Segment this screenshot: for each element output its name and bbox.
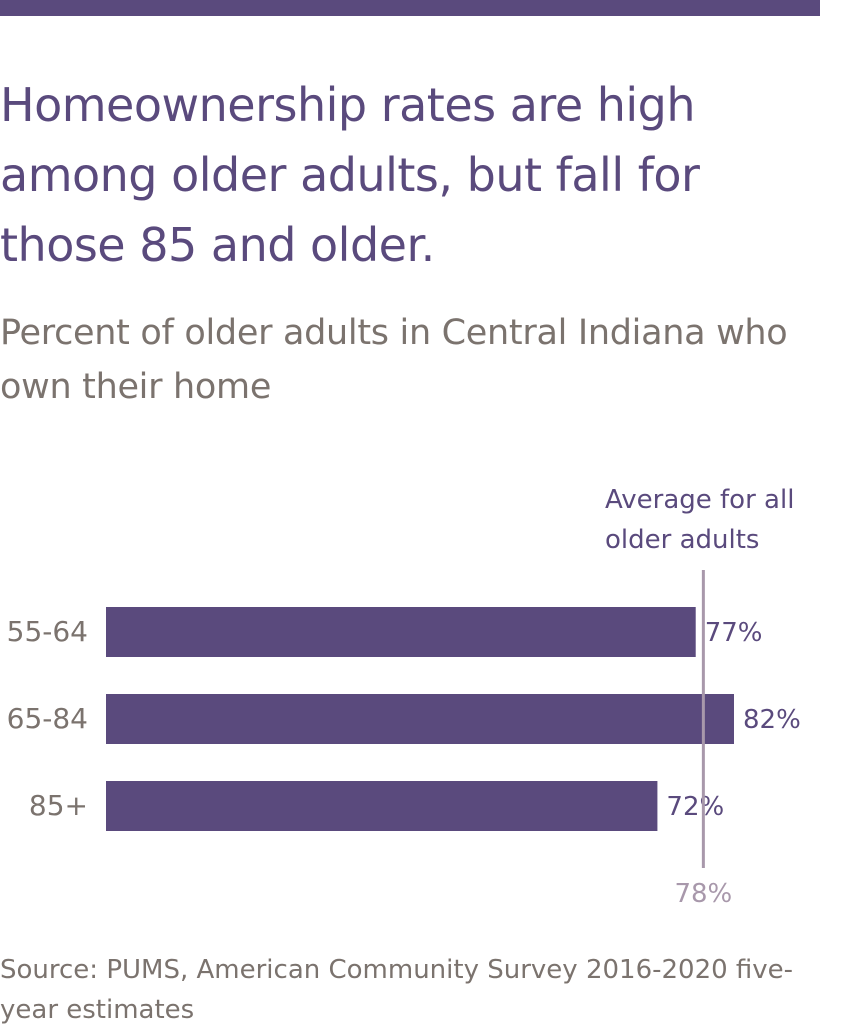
bar — [106, 781, 658, 831]
value-label: 77% — [705, 618, 763, 648]
bar — [106, 607, 696, 657]
bar-chart: 55-64 77% 65-84 82% 85+ 72% Average for all ol… — [7, 485, 801, 909]
value-label: 72% — [666, 792, 724, 822]
reference-value-label: 78% — [674, 879, 732, 909]
bars-layer: 55-64 77% 65-84 82% 85+ 72% — [7, 607, 801, 831]
value-label: 82% — [743, 705, 801, 735]
source-note: Source: PUMS, American Community Survey … — [0, 955, 794, 1025]
reference-layer: Average for all older adults 78% — [605, 485, 794, 909]
page-title: Homeownership rates are high among older… — [0, 78, 700, 272]
chart-subtitle: Percent of older adults in Central India… — [0, 313, 788, 407]
category-label: 65-84 — [7, 702, 88, 735]
category-label: 85+ — [29, 789, 88, 822]
top-accent-bar — [0, 0, 820, 16]
reference-annotation: Average for all older adults — [605, 485, 794, 555]
bar — [106, 694, 734, 744]
category-label: 55-64 — [7, 615, 88, 648]
